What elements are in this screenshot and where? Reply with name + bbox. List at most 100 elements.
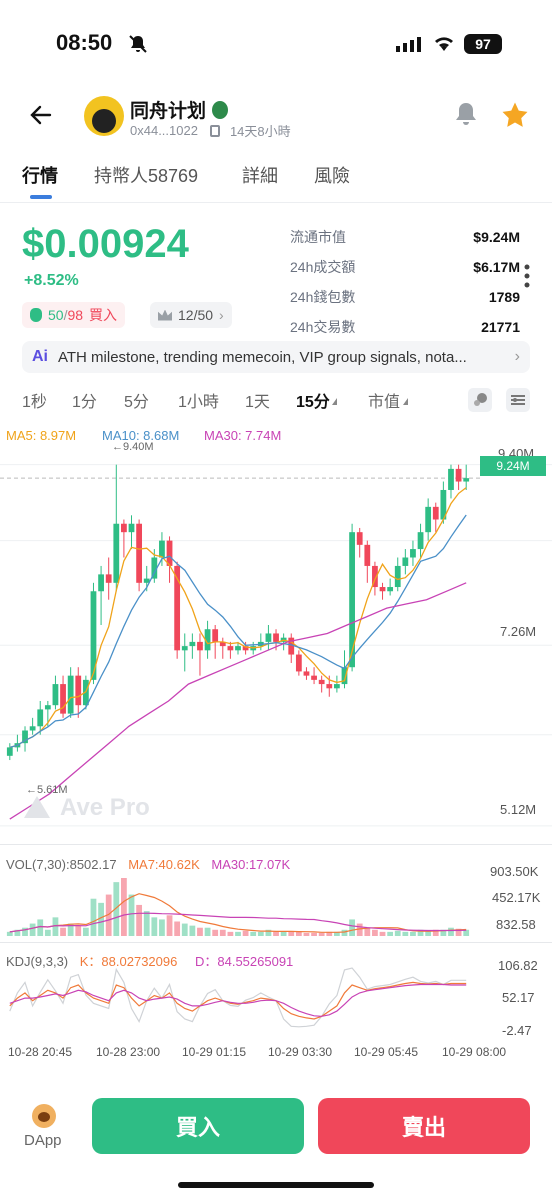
- volume-bar: [425, 930, 432, 936]
- candle-body: [121, 523, 127, 533]
- volume-bar: [463, 929, 470, 936]
- volume-bar: [265, 929, 272, 936]
- candle-body: [417, 532, 424, 550]
- back-button[interactable]: [28, 102, 54, 133]
- volume-bar: [136, 904, 143, 936]
- volume-bar: [75, 925, 82, 936]
- volume-bar: [295, 931, 302, 936]
- candle-body: [29, 726, 36, 731]
- ma10-legend: MA10: 8.68M: [102, 428, 180, 443]
- ai-summary-bar[interactable]: Ai ATH milestone, trending memecoin, VIP…: [22, 341, 530, 373]
- candle-body: [90, 591, 97, 680]
- volume-bar: [402, 931, 409, 936]
- volume-bar: [303, 932, 310, 936]
- time-tick: 10-28 23:00: [96, 1045, 161, 1059]
- stat-market-cap: 流通市值 $9.24M: [290, 222, 520, 252]
- dapp-icon[interactable]: [32, 1104, 56, 1128]
- candle-body: [318, 679, 325, 685]
- candle-body: [235, 646, 241, 651]
- candle-body: [303, 671, 310, 676]
- indicator-toggle-icon[interactable]: [468, 388, 492, 412]
- kdj-d-line: [9, 983, 467, 1017]
- star-icon[interactable]: [500, 100, 530, 135]
- volume-bar: [318, 932, 325, 936]
- tab-details[interactable]: 詳細: [242, 166, 278, 186]
- kdj-axis-mid: 52.17: [502, 990, 535, 1005]
- candle-body: [105, 574, 112, 583]
- volume-bar: [14, 929, 21, 936]
- time-tick: 10-29 03:30: [268, 1045, 333, 1059]
- buy-button[interactable]: 買入: [92, 1098, 304, 1154]
- timeframe-15m[interactable]: 15分: [296, 394, 330, 411]
- ma30-line: [9, 582, 467, 820]
- buy-button-label: 買入: [175, 1115, 220, 1140]
- status-time: 08:50: [56, 30, 113, 55]
- candle-body: [448, 468, 454, 490]
- timeframe-1d[interactable]: 1天: [245, 394, 270, 411]
- timeframe-5m[interactable]: 5分: [124, 394, 149, 411]
- candle-body: [219, 641, 226, 647]
- timeframe-market-cap[interactable]: 市值: [368, 394, 401, 411]
- sell-button[interactable]: 賣出: [318, 1098, 530, 1154]
- bell-icon[interactable]: [452, 100, 480, 133]
- dapp-label[interactable]: DApp: [24, 1132, 62, 1149]
- candle-body: [128, 523, 135, 533]
- volume-bar: [212, 929, 219, 936]
- candle-body: [159, 540, 165, 558]
- candle-body: [326, 684, 333, 689]
- kdj-d: D：84.55265091: [194, 954, 294, 969]
- stat-trades: 24h交易數 21771: [290, 312, 520, 342]
- volume-bar: [166, 915, 173, 936]
- price-axis-mid: 7.26M: [500, 624, 537, 639]
- stat-value: $6.17M: [473, 259, 520, 275]
- timeframe-1m[interactable]: 1分: [72, 394, 97, 411]
- tab-active-indicator: [30, 195, 52, 199]
- tab-market[interactable]: 行情: [22, 166, 58, 186]
- divider: [0, 942, 552, 943]
- candle-body: [295, 654, 302, 672]
- more-icon[interactable]: [524, 264, 530, 293]
- volume-bar: [417, 929, 424, 936]
- vol-axis-mid: 452.17K: [492, 890, 541, 905]
- kdj-axis-top: 106.82: [498, 958, 538, 973]
- candle-body: [356, 532, 363, 545]
- volume-bar: [128, 894, 135, 936]
- candle-body: [440, 489, 447, 520]
- candlestick-chart[interactable]: [0, 444, 552, 844]
- volume-bar: [44, 929, 51, 936]
- battery-level: 97: [475, 36, 491, 52]
- current-price-tag: 9.24M: [480, 456, 546, 476]
- buy-ratio-badge[interactable]: 50 / 98 買入: [22, 302, 126, 328]
- timeframe-1s[interactable]: 1秒: [22, 394, 47, 411]
- home-indicator: [178, 1182, 374, 1188]
- volume-bar: [6, 931, 13, 936]
- tab-risk[interactable]: 風險: [314, 166, 350, 186]
- volume-bar: [257, 931, 264, 936]
- candle-body: [174, 565, 181, 651]
- volume-bar: [394, 930, 401, 936]
- vol-ma30-line: [9, 912, 467, 933]
- candle-body: [60, 684, 66, 714]
- copy-icon[interactable]: [209, 124, 220, 137]
- divider: [0, 844, 552, 845]
- chart-settings-icon[interactable]: [506, 388, 530, 412]
- battery-icon: 97: [464, 34, 502, 54]
- volume-bar: [250, 931, 257, 936]
- time-tick: 10-29 08:00: [442, 1045, 507, 1059]
- buy-ratio-b: 98: [67, 307, 84, 323]
- candle-body: [98, 574, 104, 592]
- candle-body: [410, 549, 416, 558]
- volume-bar: [67, 923, 74, 936]
- candle-body: [151, 557, 158, 579]
- candle-body: [394, 565, 401, 588]
- tab-holders[interactable]: 持幣人58769: [94, 166, 199, 186]
- vol-axis-low: 832.58: [496, 917, 536, 932]
- volume-bar: [448, 927, 454, 936]
- vip-badge[interactable]: 12/50 ›: [150, 302, 232, 328]
- token-address: 0x44...1022: [130, 123, 198, 138]
- timeframe-1h[interactable]: 1小時: [178, 394, 219, 411]
- stat-value: 21771: [481, 319, 520, 335]
- candle-body: [6, 747, 13, 756]
- candle-body: [387, 587, 394, 592]
- vol-ma7: MA7:40.62K: [128, 857, 200, 872]
